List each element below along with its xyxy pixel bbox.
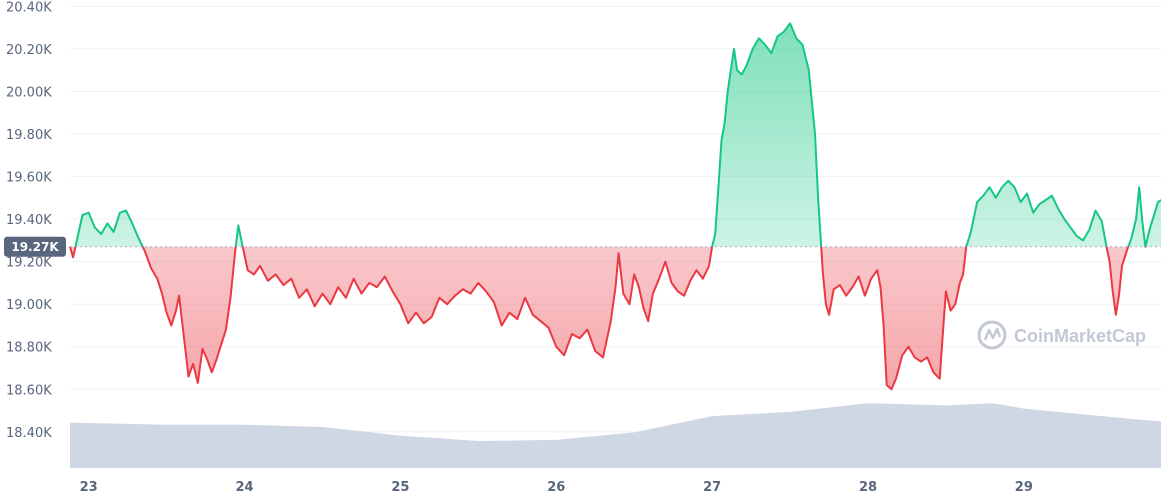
reference-price-badge: 19.27K [4, 236, 66, 257]
price-line [69, 22, 1161, 391]
coinmarketcap-logo-icon [977, 320, 1007, 350]
coinmarketcap-watermark: CoinMarketCap [977, 320, 1146, 350]
y-tick-label: 19.40K [6, 213, 52, 228]
y-tick-label: 20.00K [6, 85, 52, 100]
x-tick-label: 23 [80, 480, 98, 495]
price-fill-down [70, 246, 1161, 390]
y-tick-label: 20.40K [6, 0, 52, 15]
y-axis-labels: 18.40K 18.60K 18.80K 19.00K 19.20K 19.40K 19.6… [6, 0, 52, 440]
price-line-up [70, 22, 1161, 247]
y-tick-label: 19.60K [6, 171, 52, 186]
watermark-text: CoinMarketCap [1014, 326, 1146, 346]
y-tick-label: 18.40K [6, 426, 52, 441]
y-tick-label: 19.00K [6, 298, 52, 313]
y-tick-label: 19.80K [6, 128, 52, 143]
x-tick-label: 29 [1015, 480, 1033, 495]
price-line-down [69, 246, 1147, 391]
price-fill [70, 23, 1161, 390]
y-tick-label: 19.20K [6, 256, 52, 271]
y-tick-label: 18.80K [6, 341, 52, 356]
volume-area [70, 403, 1161, 468]
x-axis-labels: 23 24 25 26 27 28 29 [80, 480, 1033, 495]
x-tick-label: 28 [859, 480, 877, 495]
price-fill-up [75, 23, 1161, 247]
y-tick-label: 18.60K [6, 383, 52, 398]
x-tick-label: 27 [703, 480, 721, 495]
x-tick-label: 24 [236, 480, 254, 495]
volume-area-shape [70, 403, 1161, 468]
x-tick-label: 25 [391, 480, 409, 495]
reference-price-label: 19.27K [11, 240, 59, 254]
y-tick-label: 20.20K [6, 43, 52, 58]
x-tick-label: 26 [547, 480, 565, 495]
